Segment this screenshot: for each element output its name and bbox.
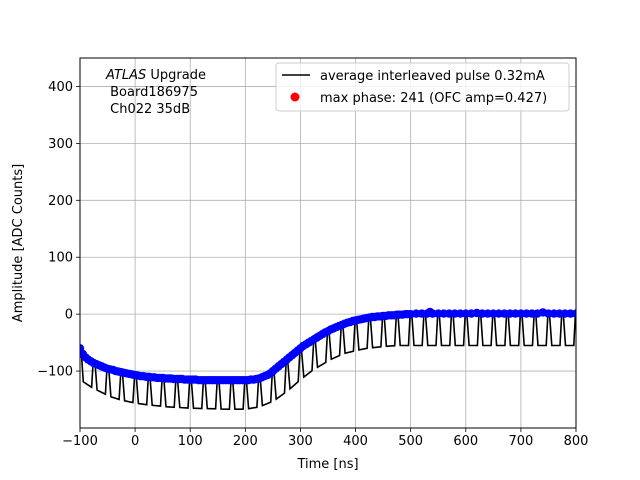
data-point-max-phase xyxy=(571,309,576,318)
y-tick-label: 200 xyxy=(48,194,73,209)
annotation-line-1: ATLAS Upgrade xyxy=(105,68,206,83)
y-tick-label: 0 xyxy=(65,308,73,323)
y-tick-label: 100 xyxy=(48,251,73,266)
y-tick-label: 400 xyxy=(48,80,73,95)
plot-area xyxy=(80,58,576,428)
legend-label-max-phase: max phase: 241 (OFC amp=0.427) xyxy=(320,91,547,106)
plot-frame xyxy=(79,57,577,429)
x-tick-label: 700 xyxy=(508,434,533,449)
y-axis-ticks: −100 0 100 200 300 400 xyxy=(37,80,80,380)
x-tick-label: 800 xyxy=(564,434,589,449)
x-tick-label: 400 xyxy=(343,434,368,449)
x-axis-ticks: −100 0 100 200 300 400 500 600 700 800 xyxy=(62,428,588,449)
legend-box xyxy=(275,62,570,112)
annotation-rest: Upgrade xyxy=(146,68,206,83)
x-tick-label: 200 xyxy=(233,434,258,449)
x-tick-label: −100 xyxy=(62,434,98,449)
x-tick-label: 100 xyxy=(178,434,203,449)
x-axis-label: Time [ns] xyxy=(296,457,358,472)
y-tick-label: 300 xyxy=(48,137,73,152)
y-axis-label: Amplitude [ADC Counts] xyxy=(11,164,26,322)
x-tick-label: 500 xyxy=(398,434,423,449)
legend-marker-swatch xyxy=(290,92,300,102)
x-tick-label: 0 xyxy=(131,434,139,449)
y-tick-label: −100 xyxy=(37,365,73,380)
annotation-line-3: Ch022 35dB xyxy=(106,102,190,117)
legend-label-average-pulse: average interleaved pulse 0.32mA xyxy=(320,69,545,84)
series-layer xyxy=(80,307,576,411)
x-tick-label: 300 xyxy=(288,434,313,449)
annotation-italic: ATLAS xyxy=(105,68,146,83)
atlas-annotation: ATLAS Upgrade Board186975 Ch022 35dB xyxy=(105,68,206,117)
annotation-line-2: Board186975 xyxy=(106,85,198,100)
legend: average interleaved pulse 0.32mA max pha… xyxy=(275,62,570,112)
x-tick-label: 600 xyxy=(453,434,478,449)
